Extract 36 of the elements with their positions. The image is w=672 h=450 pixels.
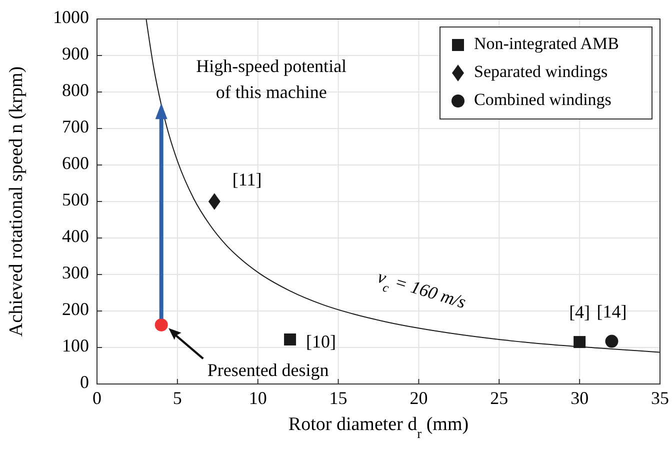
y-tick-label: 200	[62, 299, 89, 320]
legend-label: Separated windings	[474, 62, 608, 81]
x-tick-label: 20	[410, 388, 428, 408]
y-tick-label: 800	[62, 80, 89, 100]
y-tick-label: 600	[62, 153, 89, 174]
annotation: Presented design	[207, 360, 329, 380]
y-tick-label: 1000	[53, 7, 89, 28]
point	[605, 334, 618, 348]
annotation: [14]	[596, 301, 627, 322]
annotation: High-speed potential of this machine	[196, 56, 347, 102]
point	[574, 336, 586, 348]
x-tick-label: 25	[490, 388, 508, 408]
point	[208, 193, 220, 210]
y-tick-label: 900	[62, 44, 89, 64]
y-tick-label: 700	[62, 116, 89, 137]
y-tick-label: 300	[62, 262, 89, 283]
x-tick-label: 5	[172, 388, 182, 408]
legend-label: Combined windings	[474, 90, 612, 109]
annotation: [11]	[232, 170, 262, 190]
x-tick-label: 30	[570, 388, 589, 408]
line-series	[146, 19, 660, 353]
x-tick-label: 0	[92, 388, 102, 408]
y-axis-title: Achieved rotational speed n (krpm)	[6, 66, 27, 337]
y-tick-label: 500	[62, 190, 89, 210]
point	[284, 333, 296, 346]
y-tick-label: 400	[62, 226, 89, 246]
point	[154, 318, 168, 332]
annotation: [10]	[306, 332, 336, 352]
legend-label: Non-integrated AMB	[474, 34, 619, 53]
y-tick-label: 100	[62, 336, 89, 356]
x-axis-title: Rotor diameter d$_{r}$ (mm)	[288, 414, 469, 440]
y-tick-label: 0	[80, 372, 89, 392]
annotation: [4]	[569, 302, 590, 322]
x-tick-label: 35	[651, 388, 669, 408]
x-tick-label: 15	[329, 388, 348, 408]
x-tick-label: 10	[248, 388, 267, 408]
